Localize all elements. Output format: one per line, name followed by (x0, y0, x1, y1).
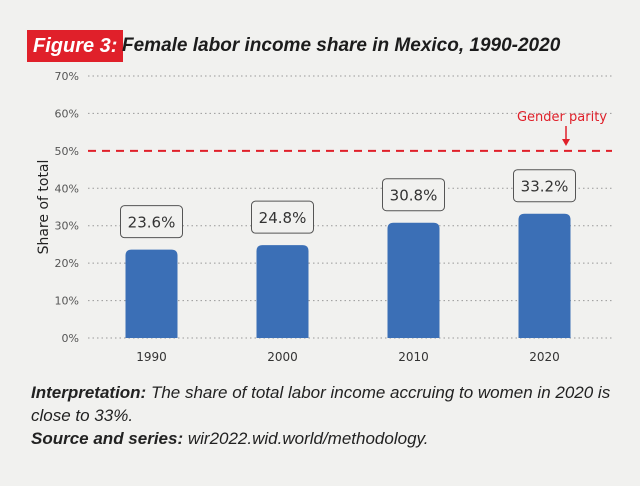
data-label: 24.8% (259, 209, 307, 227)
bar (387, 222, 440, 338)
bar (518, 213, 571, 338)
y-tick-labels: 0% 10% 20% 30% 40% 50% 60% 70% (55, 70, 79, 345)
x-tick-label: 2020 (529, 350, 560, 364)
data-label-box (120, 205, 183, 239)
interpretation-text: The share of total labor income accruing… (31, 383, 611, 425)
chart-title: Female labor income share in Mexico, 199… (122, 35, 561, 56)
y-tick-label: 20% (55, 257, 79, 270)
x-tick-label: 1990 (136, 350, 167, 364)
y-tick-label: 30% (55, 220, 79, 233)
bars: 23.6% 1990 24.8% 2000 30.8% 2010 33.2% 2020 (120, 169, 576, 364)
y-tick-label: 60% (55, 107, 79, 120)
x-tick-label: 2010 (398, 350, 429, 364)
data-label: 23.6% (128, 214, 176, 232)
y-tick-label: 50% (55, 145, 79, 158)
y-axis-label: Share of total (36, 160, 52, 255)
source-label: Source and series: (31, 429, 184, 448)
y-tick-label: 0% (62, 332, 79, 345)
data-label: 33.2% (521, 178, 569, 196)
data-label: 30.8% (390, 187, 438, 205)
bar (125, 249, 178, 338)
figure-label: Figure 3: (27, 30, 124, 62)
data-label-box (513, 169, 576, 203)
x-tick-label: 2000 (267, 350, 298, 364)
bar (256, 245, 309, 338)
reference-line-group: Gender parity (88, 110, 612, 152)
source-text: wir2022.wid.world/methodology. (183, 429, 429, 448)
interpretation-label: Interpretation: (31, 383, 147, 402)
arrow-down-icon (562, 139, 570, 146)
y-tick-label: 70% (55, 70, 79, 83)
notes: Interpretation: The share of total labor… (31, 381, 621, 450)
bar-chart: 0% 10% 20% 30% 40% 50% 60% 70% 23.6% 1990 24.8% 20… (36, 70, 612, 364)
data-label-box (251, 200, 314, 234)
data-label-box (382, 178, 445, 212)
gender-parity-label: Gender parity (517, 110, 607, 125)
y-tick-label: 40% (55, 182, 79, 195)
y-tick-label: 10% (55, 295, 79, 308)
